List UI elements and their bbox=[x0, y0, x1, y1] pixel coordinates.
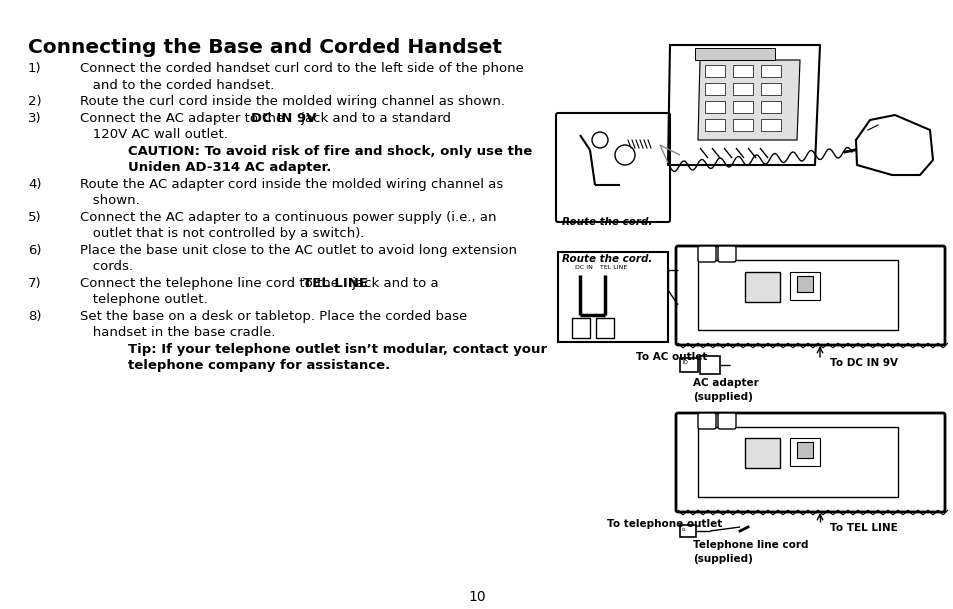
Text: DC IN 9V: DC IN 9V bbox=[252, 111, 316, 124]
Text: DC IN: DC IN bbox=[575, 265, 592, 270]
Text: Connect the AC adapter to a continuous power supply (i.e., an: Connect the AC adapter to a continuous p… bbox=[80, 211, 497, 224]
Text: Uniden AD-314 AC adapter.: Uniden AD-314 AC adapter. bbox=[128, 161, 332, 174]
Text: and to the corded handset.: and to the corded handset. bbox=[80, 79, 274, 91]
Text: outlet that is not controlled by a switch).: outlet that is not controlled by a switc… bbox=[80, 227, 365, 240]
Bar bbox=[732, 65, 752, 77]
Text: handset in the base cradle.: handset in the base cradle. bbox=[80, 326, 275, 339]
Text: Connect the telephone line cord to the: Connect the telephone line cord to the bbox=[80, 276, 343, 289]
Text: Place the base unit close to the AC outlet to avoid long extension: Place the base unit close to the AC outl… bbox=[80, 244, 517, 256]
Text: To AC outlet: To AC outlet bbox=[636, 352, 706, 362]
Text: o: o bbox=[681, 527, 684, 532]
Text: (supplied): (supplied) bbox=[692, 392, 752, 402]
Bar bbox=[789, 438, 820, 466]
Text: Tip: If your telephone outlet isn’t modular, contact your: Tip: If your telephone outlet isn’t modu… bbox=[128, 342, 547, 356]
FancyBboxPatch shape bbox=[676, 413, 944, 512]
FancyBboxPatch shape bbox=[556, 113, 669, 222]
Text: Route the curl cord inside the molded wiring channel as shown.: Route the curl cord inside the molded wi… bbox=[80, 95, 505, 108]
Text: cords.: cords. bbox=[80, 260, 133, 273]
Bar bbox=[698, 260, 897, 330]
Text: 4): 4) bbox=[28, 177, 42, 191]
Polygon shape bbox=[698, 60, 800, 140]
Bar bbox=[704, 119, 724, 131]
Bar bbox=[572, 318, 589, 338]
Text: 6): 6) bbox=[28, 244, 42, 256]
Bar bbox=[796, 442, 812, 458]
Bar bbox=[760, 65, 781, 77]
Text: Route the cord.: Route the cord. bbox=[561, 217, 652, 227]
FancyBboxPatch shape bbox=[718, 413, 735, 429]
Polygon shape bbox=[667, 45, 820, 165]
Text: 3): 3) bbox=[28, 111, 42, 124]
FancyBboxPatch shape bbox=[698, 246, 716, 262]
Polygon shape bbox=[855, 115, 932, 175]
Text: Set the base on a desk or tabletop. Place the corded base: Set the base on a desk or tabletop. Plac… bbox=[80, 309, 467, 323]
Text: telephone company for assistance.: telephone company for assistance. bbox=[128, 359, 390, 372]
Bar bbox=[679, 525, 696, 537]
FancyBboxPatch shape bbox=[718, 246, 735, 262]
Bar bbox=[704, 83, 724, 95]
Bar bbox=[760, 119, 781, 131]
Bar bbox=[596, 318, 614, 338]
Bar bbox=[760, 101, 781, 113]
Text: To telephone outlet: To telephone outlet bbox=[606, 519, 721, 529]
Bar bbox=[704, 65, 724, 77]
Text: CAUTION: To avoid risk of fire and shock, only use the: CAUTION: To avoid risk of fire and shock… bbox=[128, 144, 532, 158]
Bar bbox=[744, 272, 780, 302]
Text: jack and to a standard: jack and to a standard bbox=[296, 111, 451, 124]
Text: To TEL LINE: To TEL LINE bbox=[829, 523, 897, 533]
Text: 1): 1) bbox=[28, 62, 42, 75]
Text: Route the AC adapter cord inside the molded wiring channel as: Route the AC adapter cord inside the mol… bbox=[80, 177, 503, 191]
Text: Telephone line cord: Telephone line cord bbox=[692, 540, 807, 550]
Bar bbox=[704, 101, 724, 113]
Text: To DC IN 9V: To DC IN 9V bbox=[829, 358, 897, 368]
Text: TEL LINE: TEL LINE bbox=[599, 265, 626, 270]
Bar bbox=[744, 438, 780, 468]
Text: Connecting the Base and Corded Handset: Connecting the Base and Corded Handset bbox=[28, 38, 501, 57]
Text: jack and to a: jack and to a bbox=[348, 276, 438, 289]
Text: AC adapter: AC adapter bbox=[692, 378, 758, 388]
Text: shown.: shown. bbox=[80, 194, 140, 207]
Text: Connect the AC adapter to the: Connect the AC adapter to the bbox=[80, 111, 289, 124]
Text: 8): 8) bbox=[28, 309, 42, 323]
Bar bbox=[789, 272, 820, 300]
Text: (supplied): (supplied) bbox=[692, 554, 752, 564]
Bar bbox=[679, 358, 698, 372]
Text: 10: 10 bbox=[468, 590, 485, 604]
Circle shape bbox=[592, 132, 607, 148]
Text: 120V AC wall outlet.: 120V AC wall outlet. bbox=[80, 128, 228, 141]
Text: TEL LINE: TEL LINE bbox=[302, 276, 368, 289]
Bar bbox=[796, 276, 812, 292]
Bar bbox=[732, 119, 752, 131]
Bar bbox=[698, 427, 897, 497]
Text: 7): 7) bbox=[28, 276, 42, 289]
Text: 5): 5) bbox=[28, 211, 42, 224]
Bar bbox=[700, 356, 720, 374]
Bar bbox=[732, 83, 752, 95]
FancyBboxPatch shape bbox=[676, 246, 944, 345]
Text: IO: IO bbox=[682, 360, 688, 365]
Bar bbox=[695, 48, 774, 60]
Circle shape bbox=[615, 145, 635, 165]
Text: telephone outlet.: telephone outlet. bbox=[80, 293, 208, 306]
Bar bbox=[760, 83, 781, 95]
Bar bbox=[732, 101, 752, 113]
Text: Connect the corded handset curl cord to the left side of the phone: Connect the corded handset curl cord to … bbox=[80, 62, 524, 75]
FancyBboxPatch shape bbox=[698, 413, 716, 429]
Text: Route the cord.: Route the cord. bbox=[561, 254, 652, 264]
Bar bbox=[558, 252, 667, 342]
Text: 2): 2) bbox=[28, 95, 42, 108]
